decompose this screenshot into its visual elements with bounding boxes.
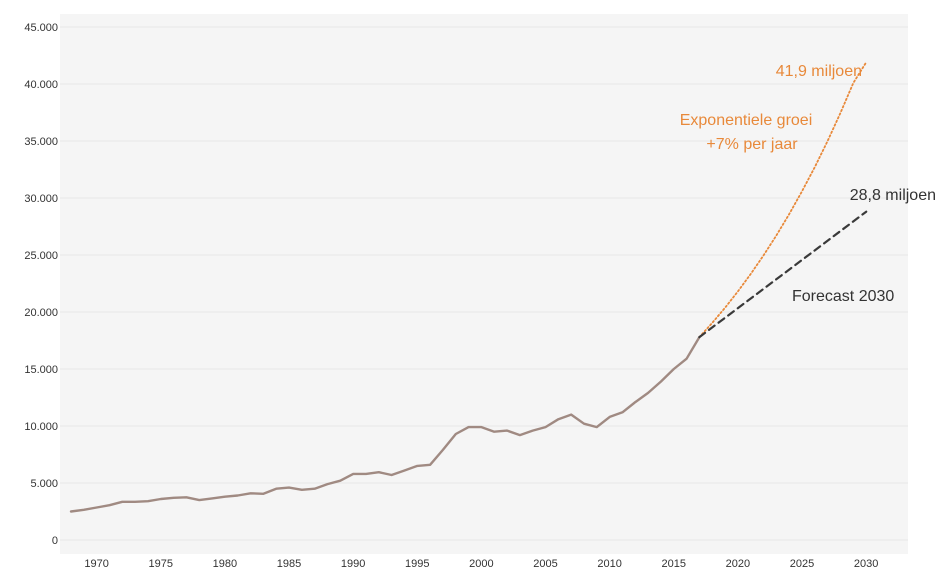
x-tick-label: 2000 xyxy=(469,558,493,570)
x-tick-label: 2030 xyxy=(854,558,878,570)
y-tick-label: 35.000 xyxy=(24,136,58,148)
forecast-end-label: 28,8 miljoen xyxy=(850,187,936,204)
plot-background xyxy=(60,14,908,554)
y-tick-label: 30.000 xyxy=(24,193,58,205)
series-line-history xyxy=(69,335,701,513)
x-tick-label: 1995 xyxy=(405,558,429,570)
x-tick-label: 1975 xyxy=(149,558,173,570)
grid xyxy=(60,26,908,541)
exponential-description-line2: +7% per jaar xyxy=(706,136,798,153)
x-tick-label: 2010 xyxy=(597,558,621,570)
y-tick-label: 25.000 xyxy=(24,250,58,262)
x-tick-label: 2005 xyxy=(533,558,557,570)
y-tick-label: 10.000 xyxy=(24,421,58,433)
exponential-end-label: 41,9 miljoen xyxy=(776,63,862,80)
x-axis-ticks: 1970 1975 1980 1985 1990 1995 2000 2005 2010 2015… xyxy=(84,558,878,570)
x-tick-label: 1990 xyxy=(341,558,365,570)
y-tick-label: 45.000 xyxy=(24,22,58,34)
forecast-label: Forecast 2030 xyxy=(792,288,894,305)
x-tick-label: 2015 xyxy=(662,558,686,570)
y-tick-label: 40.000 xyxy=(24,79,58,91)
series xyxy=(69,61,868,513)
y-axis-ticks: 0 5.000 10.000 15.000 20.000 25.000 30.000 35.0… xyxy=(24,22,58,547)
y-tick-label: 20.000 xyxy=(24,307,58,319)
x-tick-label: 1980 xyxy=(213,558,237,570)
y-tick-label: 0 xyxy=(52,535,58,547)
series-line-forecast xyxy=(698,210,868,339)
x-tick-label: 2020 xyxy=(726,558,750,570)
x-tick-label: 2025 xyxy=(790,558,814,570)
y-tick-label: 15.000 xyxy=(24,364,58,376)
y-tick-label: 5.000 xyxy=(30,478,58,490)
x-tick-label: 1970 xyxy=(84,558,108,570)
x-tick-label: 1985 xyxy=(277,558,301,570)
exponential-description-line1: Exponentiele groei xyxy=(680,112,813,129)
series-line-exponential xyxy=(698,61,868,339)
